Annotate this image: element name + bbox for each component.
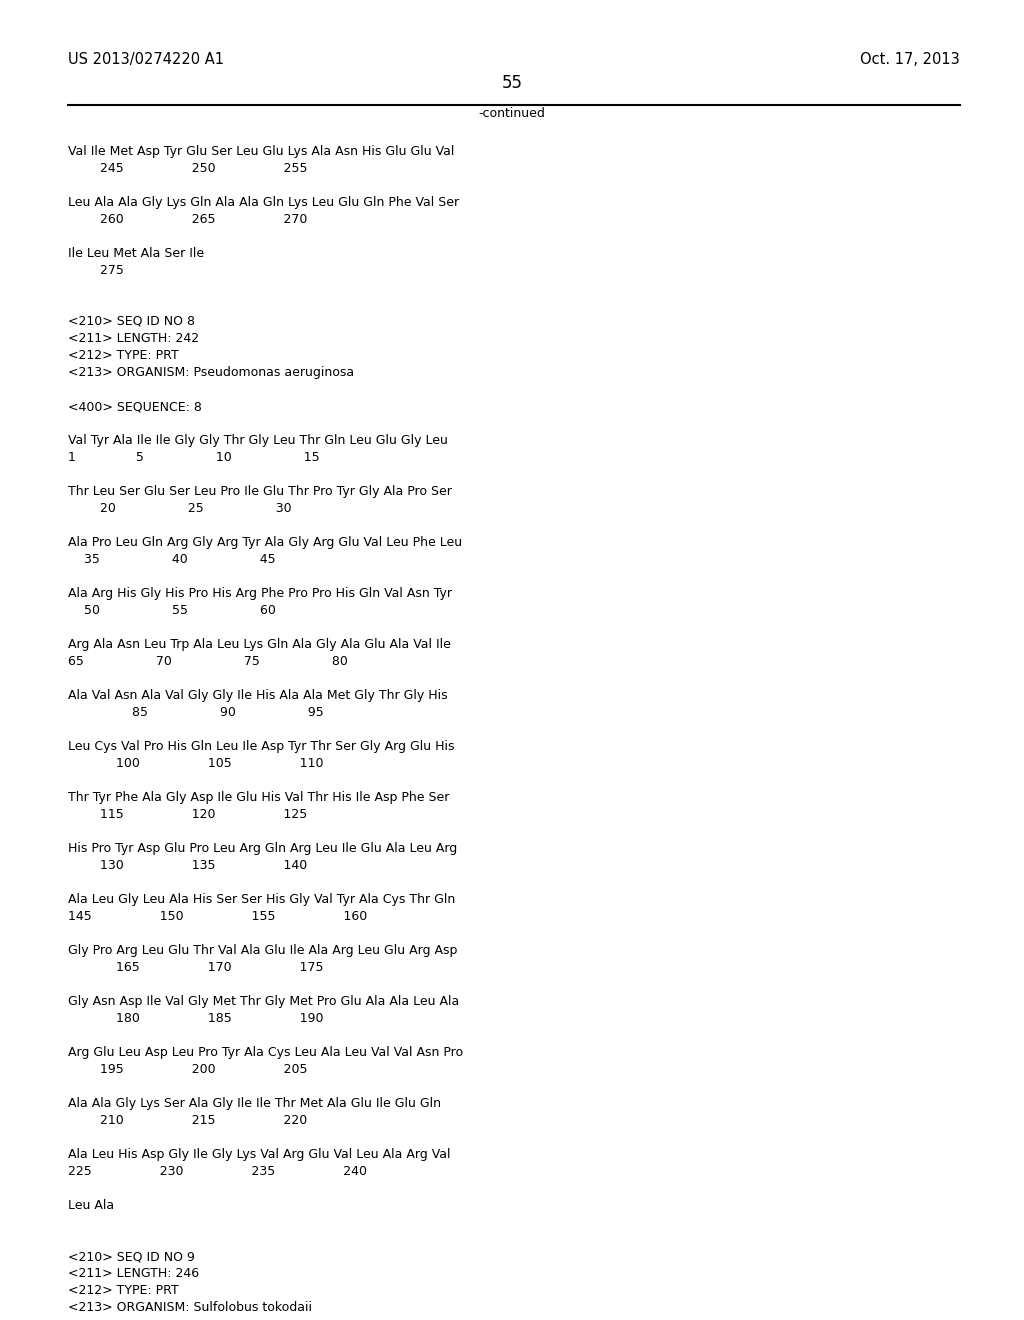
Text: <210> SEQ ID NO 9: <210> SEQ ID NO 9	[68, 1250, 195, 1263]
Text: <212> TYPE: PRT: <212> TYPE: PRT	[68, 348, 179, 362]
Text: <213> ORGANISM: Sulfolobus tokodaii: <213> ORGANISM: Sulfolobus tokodaii	[68, 1302, 312, 1313]
Text: -continued: -continued	[478, 107, 546, 120]
Text: <213> ORGANISM: Pseudomonas aeruginosa: <213> ORGANISM: Pseudomonas aeruginosa	[68, 366, 354, 379]
Text: <400> SEQUENCE: 8: <400> SEQUENCE: 8	[68, 400, 202, 413]
Text: <211> LENGTH: 246: <211> LENGTH: 246	[68, 1267, 199, 1280]
Text: Oct. 17, 2013: Oct. 17, 2013	[860, 51, 961, 67]
Text: Arg Ala Asn Leu Trp Ala Leu Lys Gln Ala Gly Ala Glu Ala Val Ile: Arg Ala Asn Leu Trp Ala Leu Lys Gln Ala …	[68, 638, 451, 651]
Text: Thr Tyr Phe Ala Gly Asp Ile Glu His Val Thr His Ile Asp Phe Ser: Thr Tyr Phe Ala Gly Asp Ile Glu His Val …	[68, 791, 450, 804]
Text: 260                 265                 270: 260 265 270	[68, 213, 307, 226]
Text: 225                 230                 235                 240: 225 230 235 240	[68, 1166, 367, 1177]
Text: Ala Leu Gly Leu Ala His Ser Ser His Gly Val Tyr Ala Cys Thr Gln: Ala Leu Gly Leu Ala His Ser Ser His Gly …	[68, 894, 456, 906]
Text: 20                  25                  30: 20 25 30	[68, 502, 292, 515]
Text: Thr Leu Ser Glu Ser Leu Pro Ile Glu Thr Pro Tyr Gly Ala Pro Ser: Thr Leu Ser Glu Ser Leu Pro Ile Glu Thr …	[68, 484, 452, 498]
Text: Ala Val Asn Ala Val Gly Gly Ile His Ala Ala Met Gly Thr Gly His: Ala Val Asn Ala Val Gly Gly Ile His Ala …	[68, 689, 447, 702]
Text: Gly Asn Asp Ile Val Gly Met Thr Gly Met Pro Glu Ala Ala Leu Ala: Gly Asn Asp Ile Val Gly Met Thr Gly Met …	[68, 995, 459, 1008]
Text: 35                  40                  45: 35 40 45	[68, 553, 275, 566]
Text: 100                 105                 110: 100 105 110	[68, 756, 324, 770]
Text: US 2013/0274220 A1: US 2013/0274220 A1	[68, 51, 224, 67]
Text: 145                 150                 155                 160: 145 150 155 160	[68, 909, 368, 923]
Text: Leu Ala: Leu Ala	[68, 1199, 114, 1212]
Text: Ile Leu Met Ala Ser Ile: Ile Leu Met Ala Ser Ile	[68, 247, 204, 260]
Text: <210> SEQ ID NO 8: <210> SEQ ID NO 8	[68, 315, 195, 327]
Text: 65                  70                  75                  80: 65 70 75 80	[68, 655, 348, 668]
Text: Ala Arg His Gly His Pro His Arg Phe Pro Pro His Gln Val Asn Tyr: Ala Arg His Gly His Pro His Arg Phe Pro …	[68, 587, 452, 601]
Text: Val Tyr Ala Ile Ile Gly Gly Thr Gly Leu Thr Gln Leu Glu Gly Leu: Val Tyr Ala Ile Ile Gly Gly Thr Gly Leu …	[68, 434, 447, 447]
Text: 165                 170                 175: 165 170 175	[68, 961, 324, 974]
Text: 115                 120                 125: 115 120 125	[68, 808, 307, 821]
Text: Ala Pro Leu Gln Arg Gly Arg Tyr Ala Gly Arg Glu Val Leu Phe Leu: Ala Pro Leu Gln Arg Gly Arg Tyr Ala Gly …	[68, 536, 462, 549]
Text: Ala Leu His Asp Gly Ile Gly Lys Val Arg Glu Val Leu Ala Arg Val: Ala Leu His Asp Gly Ile Gly Lys Val Arg …	[68, 1148, 451, 1162]
Text: His Pro Tyr Asp Glu Pro Leu Arg Gln Arg Leu Ile Glu Ala Leu Arg: His Pro Tyr Asp Glu Pro Leu Arg Gln Arg …	[68, 842, 458, 855]
Text: Leu Ala Ala Gly Lys Gln Ala Ala Gln Lys Leu Glu Gln Phe Val Ser: Leu Ala Ala Gly Lys Gln Ala Ala Gln Lys …	[68, 195, 459, 209]
Text: Ala Ala Gly Lys Ser Ala Gly Ile Ile Thr Met Ala Glu Ile Glu Gln: Ala Ala Gly Lys Ser Ala Gly Ile Ile Thr …	[68, 1097, 441, 1110]
Text: 130                 135                 140: 130 135 140	[68, 859, 307, 873]
Text: 1               5                  10                  15: 1 5 10 15	[68, 451, 319, 465]
Text: 195                 200                 205: 195 200 205	[68, 1063, 307, 1076]
Text: 50                  55                  60: 50 55 60	[68, 605, 275, 616]
Text: 55: 55	[502, 74, 522, 92]
Text: Leu Cys Val Pro His Gln Leu Ile Asp Tyr Thr Ser Gly Arg Glu His: Leu Cys Val Pro His Gln Leu Ile Asp Tyr …	[68, 741, 455, 752]
Text: 210                 215                 220: 210 215 220	[68, 1114, 307, 1127]
Text: 245                 250                 255: 245 250 255	[68, 162, 307, 176]
Text: Gly Pro Arg Leu Glu Thr Val Ala Glu Ile Ala Arg Leu Glu Arg Asp: Gly Pro Arg Leu Glu Thr Val Ala Glu Ile …	[68, 944, 458, 957]
Text: 85                  90                  95: 85 90 95	[68, 706, 324, 719]
Text: Val Ile Met Asp Tyr Glu Ser Leu Glu Lys Ala Asn His Glu Glu Val: Val Ile Met Asp Tyr Glu Ser Leu Glu Lys …	[68, 145, 455, 158]
Text: 275: 275	[68, 264, 124, 277]
Text: Arg Glu Leu Asp Leu Pro Tyr Ala Cys Leu Ala Leu Val Val Asn Pro: Arg Glu Leu Asp Leu Pro Tyr Ala Cys Leu …	[68, 1045, 463, 1059]
Text: 180                 185                 190: 180 185 190	[68, 1012, 324, 1026]
Text: <212> TYPE: PRT: <212> TYPE: PRT	[68, 1284, 179, 1298]
Text: <211> LENGTH: 242: <211> LENGTH: 242	[68, 333, 199, 345]
